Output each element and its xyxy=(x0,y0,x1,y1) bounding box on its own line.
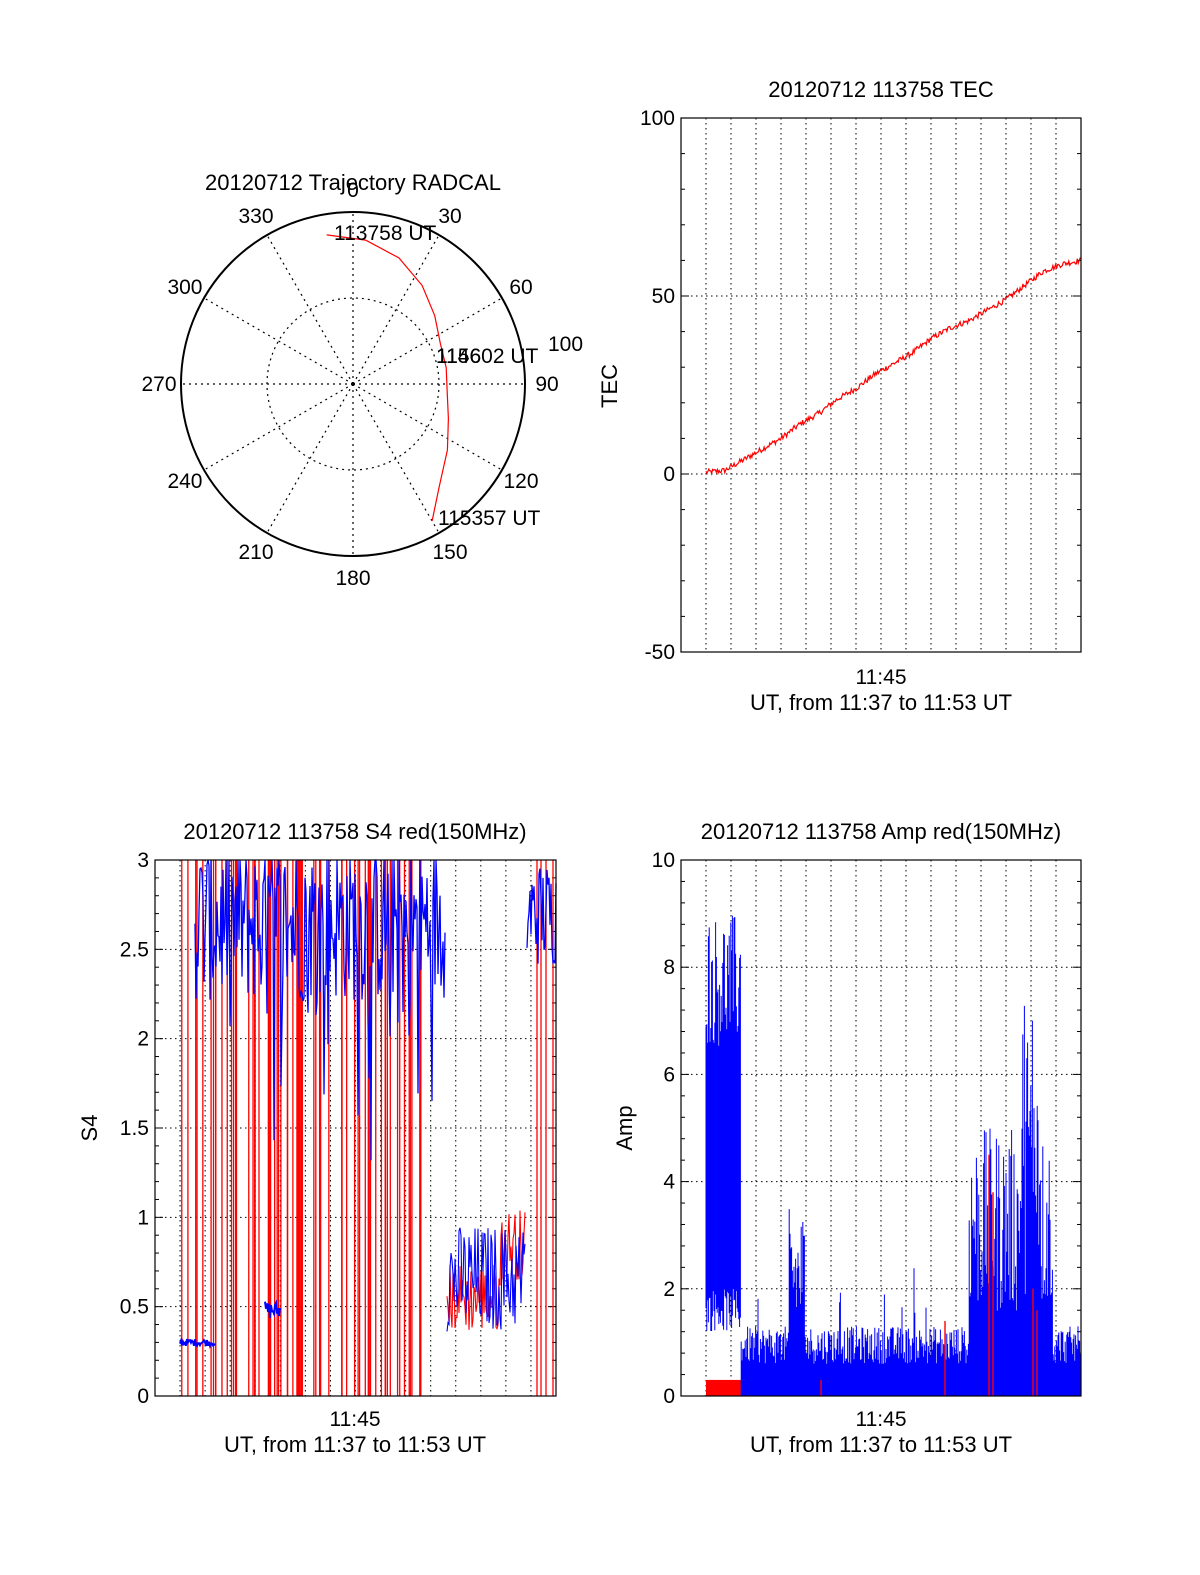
polar-angle-label: 60 xyxy=(509,276,532,299)
s4-x-tick-label: 11:45 xyxy=(330,1408,381,1431)
polar-spoke xyxy=(352,297,503,385)
tec-x-axis-label: UT, from 11:37 to 11:53 UT xyxy=(750,690,1012,715)
y-tick-label: 0.5 xyxy=(120,1296,149,1319)
y-tick-label: -50 xyxy=(645,641,675,664)
tec-y-axis-label: TEC xyxy=(597,364,622,408)
tec-series xyxy=(705,257,1082,476)
polar-angle-label: 300 xyxy=(167,276,202,299)
y-tick-label: 1 xyxy=(137,1206,149,1229)
amp-blue-signal xyxy=(705,915,1081,1396)
tec-y-tick-labels: 100 50 0 -50 xyxy=(640,107,675,664)
polar-spoke xyxy=(203,383,354,471)
tec-line xyxy=(705,257,1082,476)
y-tick-label: 1.5 xyxy=(120,1117,149,1140)
amp-y-axis-label: Amp xyxy=(612,1105,637,1150)
s4-plot: 20120712 113758 S4 red(150MHz) 3 2.5 2 1.5 1… xyxy=(77,819,557,1457)
polar-grid xyxy=(180,211,526,557)
y-tick-label: 50 xyxy=(652,285,675,308)
amp-series xyxy=(705,915,1081,1396)
tec-plot-frame xyxy=(680,117,1082,653)
tec-title: 20120712 113758 TEC xyxy=(768,77,994,102)
polar-angle-label: 120 xyxy=(503,470,538,493)
y-tick-label: 2 xyxy=(137,1028,149,1051)
y-tick-label: 0 xyxy=(663,463,675,486)
y-tick-label: 0 xyxy=(137,1385,149,1408)
y-tick-label: 100 xyxy=(640,107,675,130)
s4-title: 20120712 113758 S4 red(150MHz) xyxy=(183,819,526,844)
amp-x-axis-label: UT, from 11:37 to 11:53 UT xyxy=(750,1432,1012,1457)
s4-blue-end xyxy=(526,868,557,965)
amp-y-tick-labels: 10 8 6 4 2 0 xyxy=(652,849,676,1408)
polar-spoke xyxy=(203,297,354,385)
polar-angle-label: 90 xyxy=(535,373,558,396)
polar-angle-label: 330 xyxy=(238,205,273,228)
tec-grid xyxy=(681,117,1081,653)
trajectory-start-label: 113758 UT xyxy=(334,222,437,245)
polar-angle-label: 210 xyxy=(238,541,273,564)
polar-angle-label: 0 xyxy=(347,179,359,202)
s4-plot-frame xyxy=(154,859,557,1397)
s4-blue-dense xyxy=(194,859,446,1161)
s4-blue-segment xyxy=(264,1299,281,1318)
tec-plot: 20120712 113758 TEC 100 50 0 -50 11:45 UT, … xyxy=(597,77,1082,715)
s4-grid xyxy=(155,859,556,1397)
polar-spoke xyxy=(352,383,440,534)
polar-spoke xyxy=(266,383,354,534)
amp-x-tick-label: 11:45 xyxy=(856,1408,907,1431)
amp-plot-frame xyxy=(680,859,1082,1397)
s4-series xyxy=(179,859,557,1396)
s4-blue-segment xyxy=(179,1336,216,1349)
y-tick-label: 6 xyxy=(663,1063,675,1086)
polar-angle-label: 30 xyxy=(438,205,461,228)
polar-angle-label: 270 xyxy=(141,373,176,396)
y-tick-label: 8 xyxy=(663,956,675,979)
amp-red-spikes xyxy=(820,1154,1038,1396)
polar-title: 20120712 Trajectory RADCAL xyxy=(205,170,501,195)
polar-spoke xyxy=(352,383,503,471)
s4-y-tick-labels: 3 2.5 2 1.5 1 0.5 0 xyxy=(120,849,149,1408)
y-tick-label: 3 xyxy=(137,849,149,872)
tec-x-tick-label: 11:45 xyxy=(856,666,907,689)
s4-y-axis-label: S4 xyxy=(77,1115,102,1142)
y-tick-label: 10 xyxy=(652,849,675,872)
amp-plot: 20120712 113758 Amp red(150MHz) 1086420 … xyxy=(612,819,1082,1457)
trajectory-end-label: 115357 UT xyxy=(438,507,541,530)
trajectory-mid-overlap-label: 1156 xyxy=(436,345,481,368)
polar-spoke xyxy=(266,234,354,385)
polar-spoke xyxy=(352,234,440,385)
polar-radial-label: 100 xyxy=(548,333,583,356)
polar-angle-label: 240 xyxy=(167,470,202,493)
y-tick-label: 0 xyxy=(663,1385,675,1408)
polar-angle-label: 180 xyxy=(335,567,370,590)
s4-blue-late xyxy=(446,1227,526,1332)
y-tick-label: 2.5 xyxy=(120,938,149,961)
polar-outer-circle xyxy=(180,211,526,557)
polar-angle-labels: 0 30 60 90 120 150 180 210 240 270 300 330 xyxy=(141,179,558,590)
polar-trajectory xyxy=(326,234,450,522)
polar-trajectory-plot: 20120712 Trajectory RADCAL 0 30 60 90 120 150… xyxy=(141,170,583,590)
trajectory-mid-label: 114602 UT xyxy=(436,345,539,368)
polar-angle-label: 150 xyxy=(432,541,467,564)
y-tick-label: 4 xyxy=(663,1171,675,1194)
s4-x-axis-label: UT, from 11:37 to 11:53 UT xyxy=(224,1432,486,1457)
y-tick-label: 2 xyxy=(663,1278,675,1301)
amp-title: 20120712 113758 Amp red(150MHz) xyxy=(701,819,1061,844)
amp-red-base xyxy=(706,1379,741,1396)
polar-trajectory-line xyxy=(326,234,450,522)
